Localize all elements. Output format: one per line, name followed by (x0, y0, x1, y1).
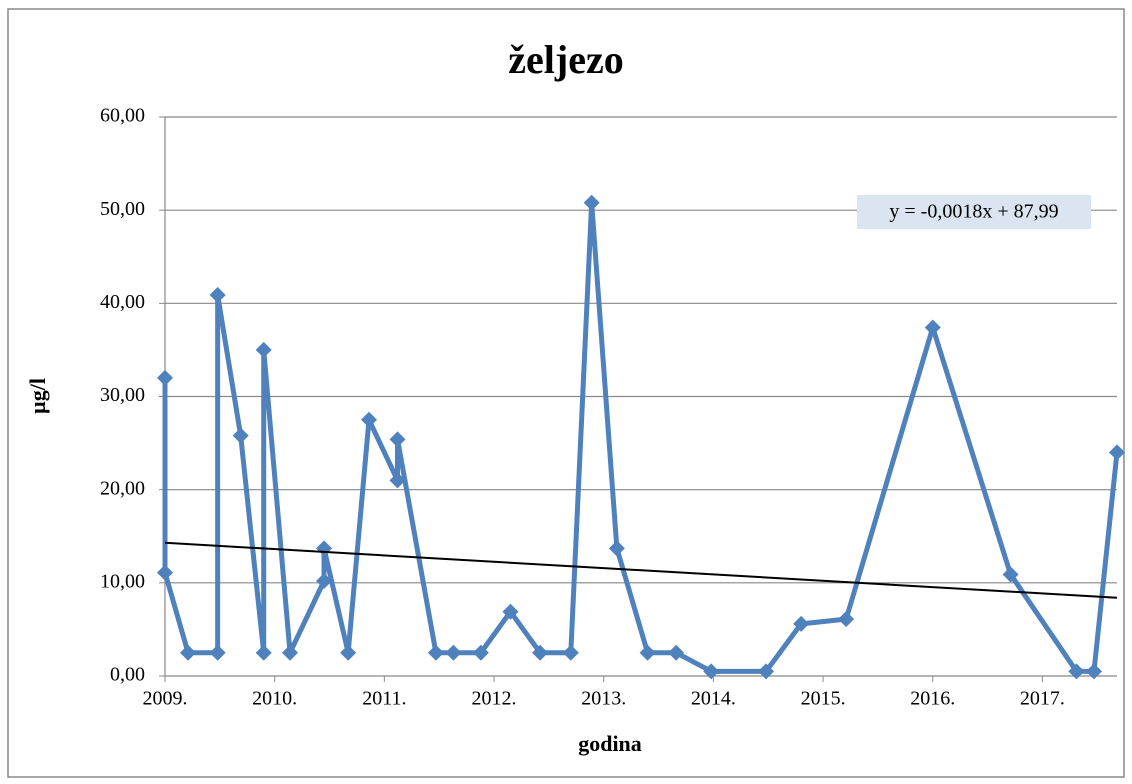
data-marker (838, 611, 855, 628)
data-marker (639, 644, 656, 661)
x-tick-label: 2015. (801, 688, 846, 710)
data-marker (232, 427, 249, 444)
data-marker (1002, 566, 1019, 583)
data-marker (924, 319, 941, 336)
data-marker (502, 603, 519, 620)
chart-title: željezo (508, 37, 623, 82)
data-marker (1085, 663, 1102, 680)
data-marker (209, 644, 226, 661)
data-marker (361, 411, 377, 428)
data-marker (703, 663, 720, 680)
data-marker (1068, 663, 1085, 680)
data-marker (427, 644, 444, 661)
trendline-equation: y = -0,0018x + 87,99 (889, 201, 1058, 223)
y-tick-label: 50,00 (100, 198, 145, 220)
y-tick-label: 10,00 (100, 570, 145, 592)
x-tick-label: 2014. (691, 688, 736, 710)
data-marker (532, 644, 549, 661)
data-marker (255, 644, 272, 661)
x-tick-label: 2017. (1020, 688, 1065, 710)
y-tick-label: 20,00 (100, 477, 145, 499)
x-tick-label: 2013. (581, 688, 626, 710)
x-tick-label: 2010. (252, 688, 297, 710)
y-tick-label: 40,00 (100, 291, 145, 313)
data-marker (282, 644, 299, 661)
data-marker (1109, 444, 1125, 461)
data-marker (316, 572, 333, 589)
data-marker (472, 644, 489, 661)
data-marker (608, 540, 625, 557)
y-tick-label: 0,00 (110, 664, 145, 686)
data-marker (340, 644, 357, 661)
trendline (164, 541, 1118, 599)
data-marker (180, 644, 197, 661)
data-marker (389, 431, 406, 448)
x-tick-label: 2016. (910, 688, 955, 710)
data-marker (583, 194, 600, 211)
data-marker (157, 369, 173, 386)
data-marker (758, 663, 775, 680)
data-marker (793, 615, 810, 632)
x-tick-label: 2009. (143, 688, 188, 710)
y-axis-label: µg/l (25, 378, 50, 414)
data-marker (668, 644, 685, 661)
x-axis-label: godina (578, 731, 642, 756)
x-tick-label: 2012. (472, 688, 517, 710)
data-marker (562, 644, 579, 661)
data-marker (389, 472, 406, 489)
equation-box (857, 195, 1091, 229)
y-tick-label: 30,00 (100, 384, 145, 406)
data-marker (209, 286, 226, 303)
chart-border (7, 8, 1125, 778)
y-tick-label: 60,00 (100, 105, 145, 127)
data-line (162, 200, 1120, 674)
data-marker (445, 644, 462, 661)
x-tick-label: 2011. (362, 688, 406, 710)
data-marker (157, 564, 173, 581)
data-marker (255, 341, 272, 358)
